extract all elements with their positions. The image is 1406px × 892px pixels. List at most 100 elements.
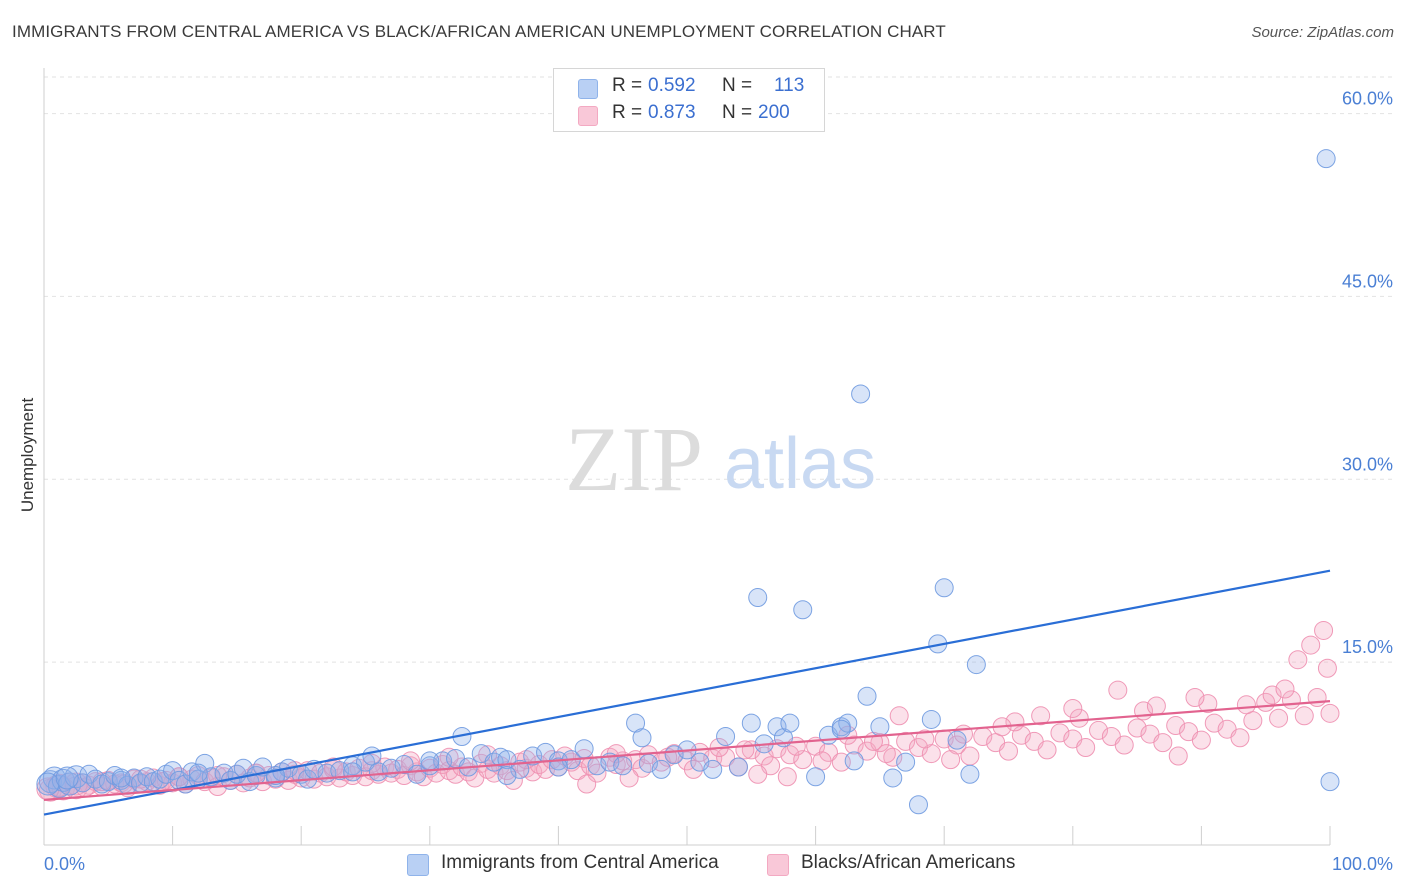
- legend-label: Blacks/African Americans: [801, 852, 1016, 873]
- point-blacks: [1089, 720, 1109, 740]
- point-immigrants: [1320, 772, 1340, 792]
- point-blacks: [1076, 737, 1096, 757]
- point-blacks: [1314, 620, 1334, 640]
- chart-title: IMMIGRANTS FROM CENTRAL AMERICA VS BLACK…: [12, 22, 946, 41]
- trend-lines: [43, 569, 1331, 816]
- trend-line-blacks: [43, 700, 1331, 801]
- point-blacks: [1275, 679, 1295, 699]
- point-blacks: [1108, 680, 1128, 700]
- series-legend: Immigrants from Central America Blacks/A…: [0, 852, 1406, 878]
- point-blacks: [581, 756, 601, 776]
- point-blacks: [941, 750, 961, 770]
- y-tick-label: 60.0%: [1342, 89, 1393, 109]
- legend-label: Immigrants from Central America: [441, 852, 719, 873]
- point-immigrants: [960, 764, 980, 784]
- point-blacks: [960, 746, 980, 766]
- point-blacks: [876, 744, 896, 764]
- point-immigrants: [55, 766, 79, 790]
- point-immigrants: [831, 719, 851, 739]
- source-credit: Source: ZipAtlas.com: [1251, 24, 1394, 41]
- point-immigrants: [896, 752, 916, 772]
- point-blacks: [1307, 687, 1327, 707]
- point-immigrants: [394, 755, 414, 775]
- point-immigrants: [523, 746, 543, 766]
- point-blacks: [1146, 696, 1166, 716]
- point-blacks: [1127, 718, 1147, 738]
- point-blacks: [1050, 723, 1070, 743]
- point-blacks: [577, 774, 597, 794]
- axes: [43, 68, 1331, 846]
- legend-r-label: R =: [612, 75, 643, 96]
- point-blacks: [999, 741, 1018, 761]
- watermark-atlas: atlas: [724, 424, 876, 504]
- x-tick-label: 0.0%: [44, 854, 85, 874]
- legend-swatch-pink: [578, 106, 598, 126]
- point-blacks: [844, 735, 864, 755]
- point-blacks: [683, 759, 703, 779]
- point-blacks: [748, 764, 768, 784]
- point-blacks: [1317, 658, 1337, 678]
- point-blacks: [439, 761, 459, 781]
- point-blacks: [1153, 733, 1173, 753]
- point-immigrants: [548, 757, 568, 777]
- x-tick-labels: 0.0% 100.0%: [44, 854, 1393, 874]
- point-blacks: [1230, 728, 1250, 748]
- legend-n-label: N =: [722, 75, 753, 96]
- legend-n-value: 200: [758, 102, 790, 123]
- trend-line-immigrants: [43, 569, 1331, 816]
- legend-swatch-pink: [767, 854, 789, 876]
- point-immigrants: [921, 709, 941, 729]
- point-immigrants: [613, 756, 633, 776]
- point-immigrants: [156, 764, 176, 784]
- point-immigrants: [748, 588, 768, 608]
- x-tick-label: 100.0%: [1332, 854, 1393, 874]
- point-blacks: [735, 740, 755, 760]
- point-immigrants: [934, 578, 954, 598]
- legend-r-value: 0.873: [648, 102, 696, 123]
- point-blacks: [1185, 687, 1205, 707]
- point-immigrants: [497, 766, 517, 786]
- point-immigrants: [870, 717, 890, 737]
- point-blacks: [568, 761, 588, 781]
- point-immigrants: [716, 727, 736, 747]
- legend-swatch-blue: [407, 854, 429, 876]
- series-immigrants-central-america: [36, 149, 1340, 815]
- legend-r-label: R =: [612, 102, 643, 123]
- point-immigrants: [343, 762, 363, 782]
- point-immigrants: [851, 384, 871, 404]
- point-immigrants: [703, 759, 723, 779]
- point-blacks: [870, 733, 890, 753]
- point-immigrants: [1316, 149, 1336, 169]
- point-blacks: [1166, 716, 1186, 736]
- point-immigrants: [966, 655, 986, 675]
- point-immigrants: [574, 739, 594, 759]
- point-blacks: [439, 747, 459, 767]
- point-blacks: [1294, 706, 1314, 726]
- point-immigrants: [651, 759, 671, 779]
- point-immigrants: [741, 713, 761, 733]
- point-immigrants: [793, 600, 813, 620]
- gridlines: [44, 76, 1392, 663]
- point-immigrants: [362, 746, 382, 766]
- point-blacks: [1288, 650, 1308, 670]
- point-blacks: [1320, 703, 1340, 723]
- legend-n-label: N =: [722, 102, 753, 123]
- point-blacks: [1236, 695, 1256, 715]
- point-blacks: [1037, 740, 1057, 760]
- point-immigrants: [420, 751, 440, 771]
- point-immigrants: [908, 795, 928, 815]
- y-tick-label: 30.0%: [1342, 454, 1393, 474]
- point-immigrants: [368, 762, 388, 782]
- point-immigrants: [806, 767, 826, 787]
- point-blacks: [1198, 694, 1218, 714]
- point-blacks: [889, 706, 909, 726]
- point-blacks: [619, 768, 639, 788]
- point-blacks: [503, 770, 523, 790]
- point-blacks: [915, 729, 935, 749]
- point-blacks: [1262, 685, 1282, 705]
- point-blacks: [1191, 730, 1211, 750]
- point-blacks: [1031, 706, 1051, 726]
- point-immigrants: [79, 764, 99, 784]
- point-immigrants: [728, 757, 748, 777]
